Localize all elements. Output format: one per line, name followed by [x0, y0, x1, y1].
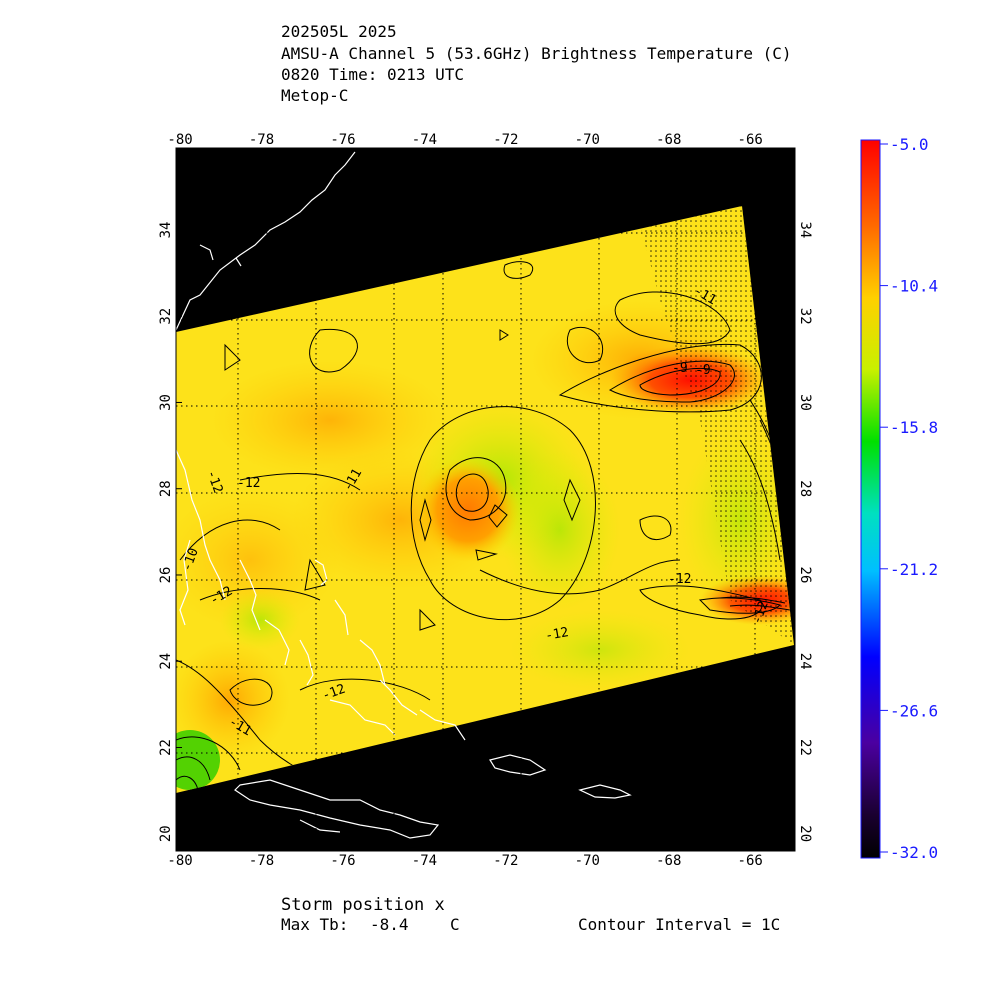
lon-tick-label: -74 — [412, 132, 437, 148]
lat-tick-label: 26 — [797, 567, 813, 584]
contour-label: -12 — [544, 625, 570, 644]
colorbar-labels: -5.0 -10.4 -15.8 -21.2 -26.6 -32.0 — [880, 135, 938, 862]
colorbar-tick-label: -15.8 — [890, 418, 938, 437]
colorbar-tick-label: -32.0 — [890, 843, 938, 862]
max-tb-value: -8.4 — [370, 915, 409, 934]
lat-tick-label: 24 — [158, 653, 174, 670]
lon-tick-label: -80 — [167, 853, 192, 869]
lon-tick-label: -76 — [330, 853, 355, 869]
lat-tick-label: 32 — [797, 308, 813, 325]
title-satellite: Metop-C — [281, 86, 349, 105]
lon-labels-top: -80 -78 -76 -74 -72 -70 -68 -66 — [167, 132, 763, 154]
max-tb-label: Max Tb: — [281, 915, 349, 934]
lat-tick-label: 26 — [158, 567, 174, 584]
plot-frame — [175, 147, 796, 852]
lon-tick-label: -72 — [493, 853, 518, 869]
colorbar — [860, 139, 881, 859]
lat-tick-label: 22 — [797, 739, 813, 756]
lat-tick-label: 22 — [158, 739, 174, 756]
lon-tick-label: -68 — [656, 853, 681, 869]
lat-tick-label: 20 — [797, 825, 813, 842]
contour-label: -12 — [237, 476, 260, 491]
lon-tick-label: -78 — [249, 853, 274, 869]
lon-tick-label: -78 — [249, 132, 274, 148]
lat-tick-label: 34 — [797, 222, 813, 239]
lon-tick-label: -66 — [738, 132, 763, 148]
colorbar-tick-label: -10.4 — [890, 277, 938, 296]
colorbar-tick-label: -21.2 — [890, 560, 938, 579]
lat-tick-label: 30 — [797, 394, 813, 411]
storm-position-label: Storm position x — [281, 895, 445, 915]
contour-label: -12 — [668, 572, 691, 587]
swath: -12 -12 -11 -10 -12 -12 -12 -12 -11 -11 … — [176, 148, 795, 851]
lat-tick-label: 30 — [158, 394, 174, 411]
lon-tick-label: -74 — [412, 853, 437, 869]
lon-labels-bottom: -80 -78 -76 -74 -72 -70 -68 -66 — [167, 845, 763, 869]
lat-labels-right: 20 22 24 26 28 30 32 34 — [789, 222, 813, 842]
colorbar-tick-label: -26.6 — [890, 701, 938, 720]
title-time: 0820 Time: 0213 UTC — [281, 65, 465, 84]
lon-tick-label: -70 — [575, 853, 600, 869]
contour-interval: Contour Interval = 1C — [578, 915, 781, 934]
lon-tick-label: -80 — [167, 132, 192, 148]
lon-tick-label: -76 — [330, 132, 355, 148]
lat-labels-left: 20 22 24 26 28 30 32 34 — [158, 222, 182, 842]
lat-tick-label: 28 — [797, 480, 813, 497]
contour-label: -9 — [695, 363, 711, 378]
lon-tick-label: -70 — [575, 132, 600, 148]
coastlines — [176, 151, 632, 839]
lat-tick-label: 34 — [158, 222, 174, 239]
lon-tick-label: -72 — [493, 132, 518, 148]
colorbar-tick-label: -5.0 — [890, 135, 929, 154]
contour-label: -9 — [672, 361, 688, 376]
title-product: AMSU-A Channel 5 (53.6GHz) Brightness Te… — [281, 44, 792, 63]
gridlines — [176, 148, 795, 851]
title-storm-id: 202505L 2025 — [281, 22, 397, 41]
lat-tick-label: 32 — [158, 308, 174, 325]
lat-tick-label: 28 — [158, 480, 174, 497]
lon-tick-label: -68 — [656, 132, 681, 148]
max-tb-unit: C — [450, 915, 460, 934]
lat-tick-label: 24 — [797, 653, 813, 670]
lon-tick-label: -66 — [738, 853, 763, 869]
lat-tick-label: 20 — [158, 825, 174, 842]
